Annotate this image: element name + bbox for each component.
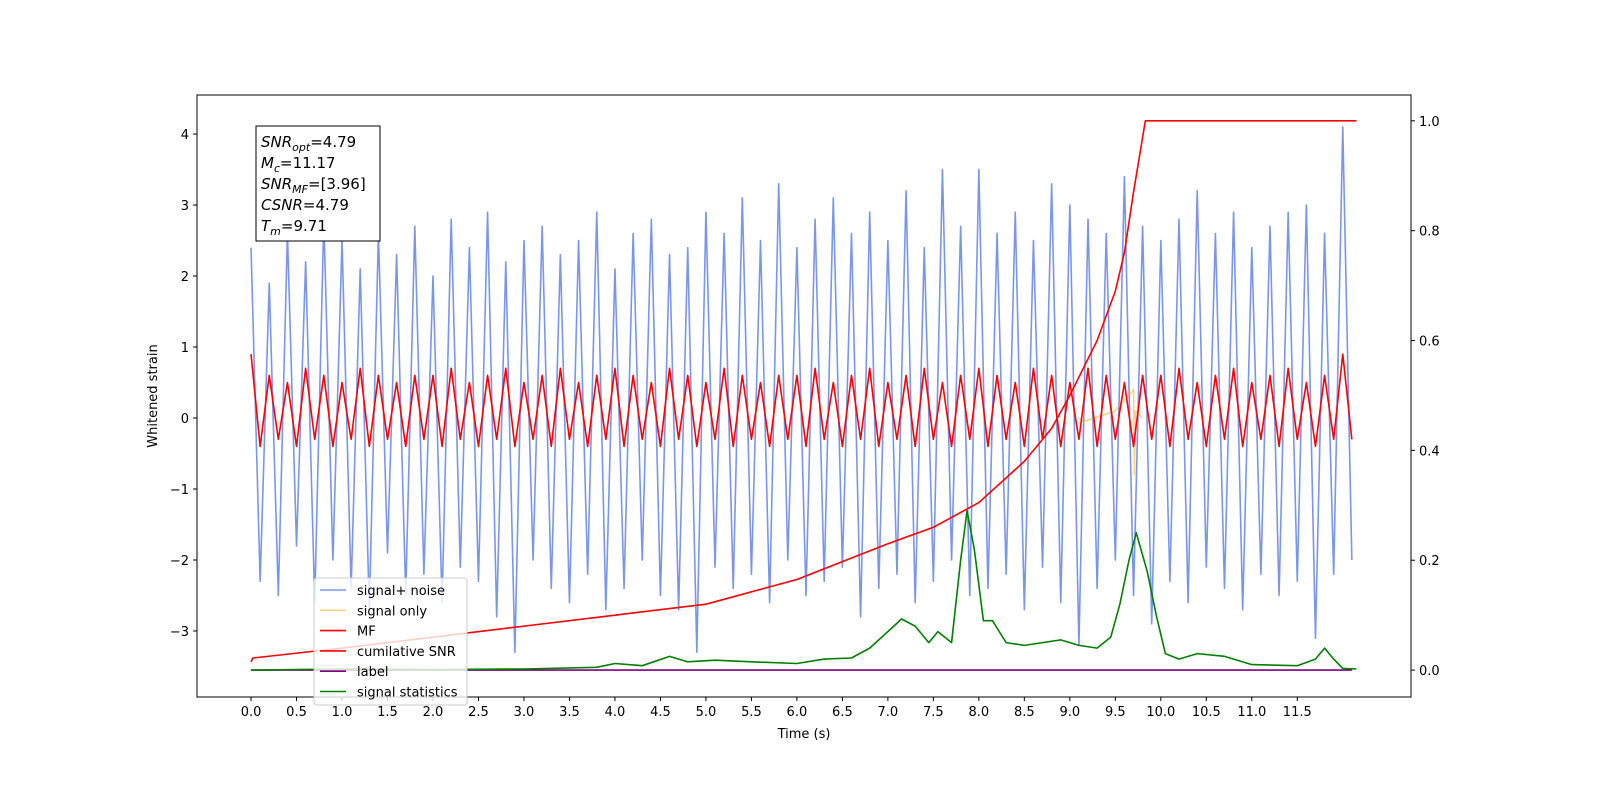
x-tick-label: 6.5 (832, 705, 853, 720)
annotation-value: =4.79 (310, 133, 356, 151)
y2-tick-label: 0.8 (1419, 225, 1440, 240)
annotation-sub: MF (292, 183, 308, 196)
x-tick-label: 5.0 (696, 705, 717, 720)
x-tick-label: 10.0 (1146, 705, 1175, 720)
annotation-frame (255, 125, 381, 242)
x-tick-label: 5.5 (741, 705, 762, 720)
legend-label: signal+ noise (357, 584, 445, 599)
x-tick-label: 4.0 (605, 705, 626, 720)
series-line (250, 353, 1353, 448)
x-tick-label: 11.0 (1237, 705, 1266, 720)
annotation-line: Mc=11.17 (261, 154, 336, 175)
annotation-var: SNR (261, 133, 292, 151)
x-tick-label: 7.5 (923, 705, 944, 720)
annotation-sub: opt (292, 141, 311, 154)
y2-tick-label: 1.0 (1419, 115, 1440, 130)
legend-label: signal only (357, 604, 427, 619)
y-tick-label: −2 (170, 554, 189, 569)
series-line (250, 126, 1353, 654)
y2-tick-label: 0.6 (1419, 335, 1440, 350)
y-tick-label: 0 (181, 412, 189, 427)
legend-frame (313, 577, 468, 706)
x-tick-label: 8.5 (1014, 705, 1035, 720)
annotation-var: SNR (261, 175, 292, 193)
x-tick-label: 2.0 (423, 705, 444, 720)
plot-frame (196, 94, 1412, 698)
legend-label: signal statistics (357, 686, 458, 701)
y2-tick-label: 0.0 (1419, 664, 1440, 679)
x-tick-label: 11.5 (1283, 705, 1312, 720)
x-tick-label: 3.5 (559, 705, 580, 720)
annotation-value: =4.79 (303, 196, 349, 214)
x-tick-label: 0.5 (286, 705, 307, 720)
x-tick-label: 9.0 (1059, 705, 1080, 720)
annotation-line: SNRMF=[3.96] (261, 175, 366, 196)
x-tick-label: 9.5 (1105, 705, 1126, 720)
annotation-sub: m (270, 225, 281, 238)
annotation-var: T (261, 217, 272, 235)
x-tick-label: 0.0 (241, 705, 262, 720)
annotation-line: SNRopt=4.79 (261, 133, 356, 154)
annotation-value: =9.71 (281, 217, 327, 235)
y-tick-label: 3 (181, 199, 189, 214)
x-tick-label: 6.0 (787, 705, 808, 720)
x-tick-label: 10.5 (1192, 705, 1221, 720)
legend-label: cumilative SNR (357, 645, 456, 660)
annotation-box: SNRopt=4.79Mc=11.17SNRMF=[3.96]CSNR=4.79… (255, 125, 381, 242)
x-tick-label: 4.5 (650, 705, 671, 720)
legend-label: label (357, 665, 388, 680)
annotation-var: M (261, 154, 274, 172)
x-tick-label: 1.0 (332, 705, 353, 720)
legend-label: MF (357, 625, 376, 640)
x-tick-label: 2.5 (468, 705, 489, 720)
annotation-value: =[3.96] (308, 175, 366, 193)
legend: signal+ noise signal only MF cumilative SNR… (313, 577, 468, 706)
series-line (251, 510, 1357, 671)
x-tick-label: 3.0 (514, 705, 535, 720)
y-tick-label: 2 (181, 270, 189, 285)
annotation-line: Tm=9.71 (261, 217, 327, 238)
y-tick-label: −3 (170, 625, 189, 640)
annotation-var: CSNR (261, 196, 303, 214)
y-tick-label: −1 (170, 483, 189, 498)
y2-tick-label: 0.4 (1419, 444, 1440, 459)
y-axis-label: Whitened strain (146, 344, 161, 447)
x-tick-label: 7.0 (878, 705, 899, 720)
annotation-value: =11.17 (280, 154, 336, 172)
x-tick-label: 8.0 (969, 705, 990, 720)
y2-tick-label: 0.2 (1419, 554, 1440, 569)
x-axis-label: Time (s) (777, 727, 831, 742)
x-tick-label: 1.5 (377, 705, 398, 720)
y-tick-label: 4 (181, 128, 189, 143)
series-line (1078, 388, 1144, 476)
annotation-line: CSNR=4.79 (261, 196, 349, 214)
annotation-sub: c (274, 162, 280, 175)
y-tick-label: 1 (181, 341, 189, 356)
